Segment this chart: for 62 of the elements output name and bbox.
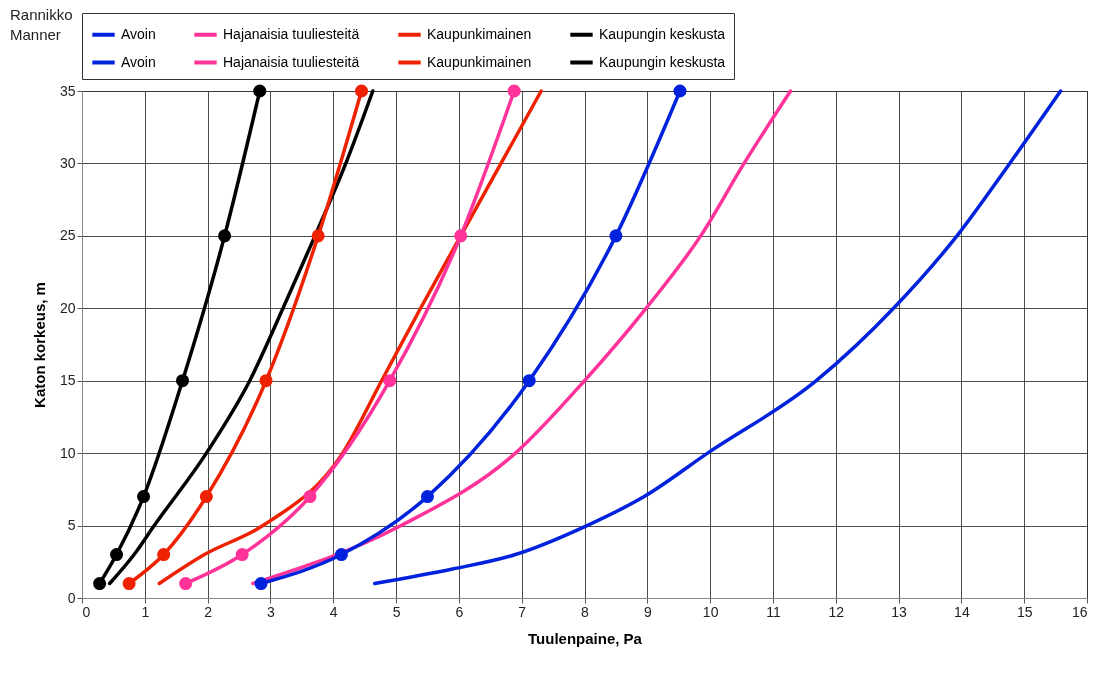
point [420,490,434,504]
y-tick-label: 20 [59,299,76,316]
text: Manner [10,26,61,43]
point [334,548,348,562]
x-tick-label: 6 [455,603,464,620]
legend-label: Hajanaisia tuuliesteitä [223,25,360,42]
x-tick-label: 2 [204,603,213,620]
x-tick-label: 4 [329,603,338,620]
y-tick-label: 15 [59,372,76,389]
legend-label: Kaupunkimainen [427,25,532,42]
point [355,84,369,98]
legend-label: Avoin [121,53,156,70]
text: Rannikko [10,6,73,23]
x-tick-label: 8 [581,603,590,620]
point [383,374,397,388]
x-tick-label: 14 [954,603,970,620]
x-tick-label: 13 [891,603,908,620]
point [199,490,213,504]
y-tick-label: 25 [59,227,76,244]
x-tick-label: 1 [141,603,150,620]
point [137,490,151,504]
x-tick-label: 15 [1016,603,1033,620]
x-tick-label: 9 [643,603,652,620]
point [110,548,124,562]
point [179,577,193,591]
point [93,577,107,591]
point [673,84,687,98]
legend-label: Hajanaisia tuuliesteitä [223,53,360,70]
point [507,84,521,98]
point [609,229,623,243]
point [175,374,190,388]
point [122,577,136,591]
y-axis-title: Katon korkeus, m [30,282,48,408]
y-tick-label: 10 [59,444,76,461]
y-tick-label: 5 [67,517,76,534]
y-tick-label: 30 [59,154,76,171]
point [253,84,267,98]
point [522,374,536,388]
x-tick-label: 10 [702,603,719,620]
point [311,229,325,243]
line-series [372,89,1063,586]
x-tick-label: 5 [392,603,401,620]
x-tick-label: 16 [1071,603,1088,620]
legend-label: Kaupungin keskusta [599,53,726,70]
x-tick-label: 12 [828,603,845,620]
point [254,577,268,591]
point [259,374,273,388]
x-tick-label: 3 [267,603,276,620]
point [303,490,317,504]
x-axis-title: Tuulenpaine, Pa [528,629,643,647]
y-tick-label: 35 [59,82,76,99]
legend-label: Avoin [121,25,156,42]
point [218,229,232,243]
x-tick-label: 0 [82,603,91,620]
y-tick-label: 0 [67,589,76,606]
legend-label: Kaupunkimainen [427,53,532,70]
point [454,229,468,243]
x-tick-label: 7 [518,603,527,620]
legend-label: Kaupungin keskusta [599,25,726,42]
x-tick-label: 11 [766,603,781,620]
point [235,548,249,562]
point [157,548,171,562]
